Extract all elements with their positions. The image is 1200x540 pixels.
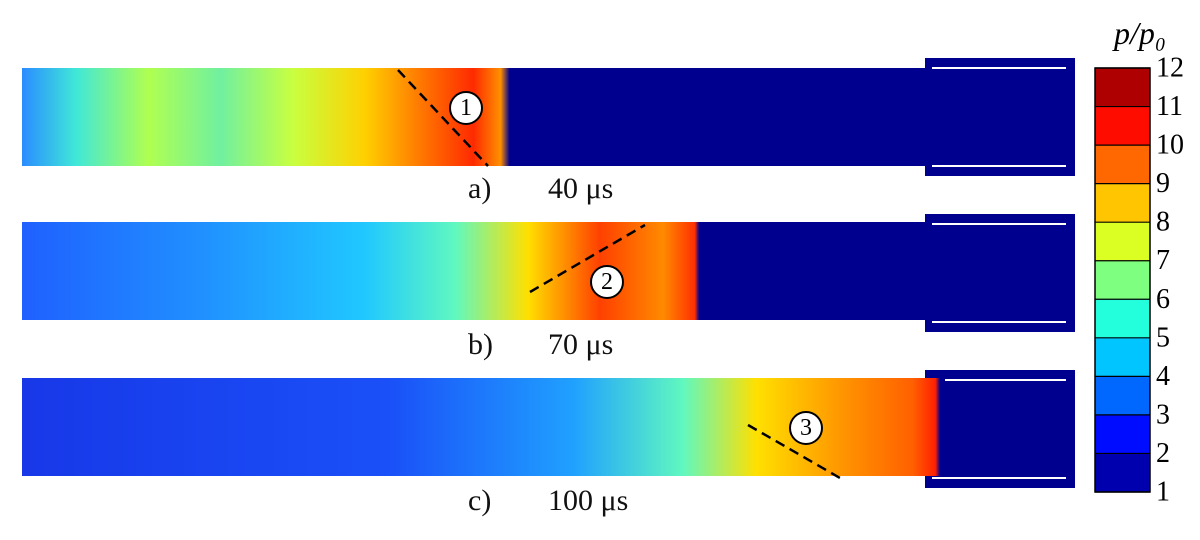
panel-c: 3 c) 100 μs	[22, 370, 1075, 517]
panel-time: 40 μs	[548, 172, 613, 205]
colorbar-tick-label: 9	[1156, 168, 1170, 199]
pressure-field	[22, 222, 927, 320]
panel-label: c)	[468, 484, 491, 517]
colorbar-frame	[1094, 67, 1151, 493]
colorbar-tick-label: 6	[1156, 284, 1170, 315]
colorbar-tick-label: 12	[1156, 53, 1184, 84]
panel-time: 100 μs	[548, 484, 628, 517]
colorbar-band	[1095, 68, 1150, 107]
colorbar-band	[1095, 337, 1150, 377]
colorbar-band	[1095, 222, 1150, 261]
colorbar-band	[1095, 145, 1150, 184]
panel-b: 2 b) 70 μs	[22, 214, 1075, 361]
colorbar-band	[1095, 183, 1150, 223]
marker: 2	[601, 269, 613, 295]
panel-a: 1 a) 40 μs	[22, 58, 1075, 205]
colorbar-tick-label: 11	[1156, 91, 1183, 122]
panel-time: 70 μs	[548, 328, 613, 361]
colorbar-band	[1095, 106, 1150, 146]
colorbar-tick-label: 8	[1156, 207, 1170, 238]
colorbar-band	[1095, 414, 1150, 454]
panel-label: b)	[468, 328, 493, 361]
colorbar-band	[1095, 453, 1150, 492]
marker: 3	[800, 415, 812, 441]
outlet	[925, 58, 1075, 176]
colorbar-title: p/p₀	[1112, 15, 1166, 51]
colorbar-tick-label: 1	[1156, 477, 1170, 508]
colorbar-band	[1095, 299, 1150, 338]
colorbar-tick-label: 7	[1156, 245, 1170, 276]
colorbar-tick-label: 5	[1156, 322, 1170, 353]
pressure-field	[22, 378, 940, 476]
colorbar-tick-label: 10	[1156, 130, 1184, 161]
colorbar-tick-label: 3	[1156, 399, 1170, 430]
colorbar-band	[1095, 376, 1150, 415]
panel-label: a)	[468, 172, 491, 205]
colorbar-tick-label: 2	[1156, 438, 1170, 469]
colorbar-band	[1095, 260, 1150, 300]
marker: 1	[460, 95, 472, 121]
colorbar-tick-label: 4	[1156, 361, 1170, 392]
